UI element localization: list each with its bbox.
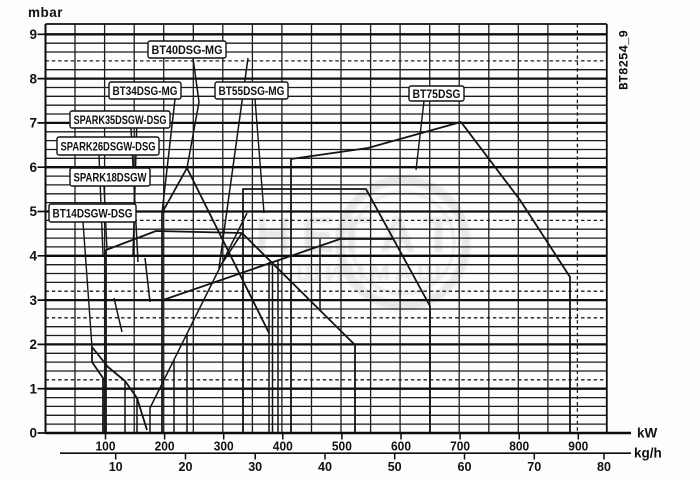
svg-text:2: 2 xyxy=(29,337,37,352)
svg-text:BT14DSGW-DSG: BT14DSGW-DSG xyxy=(53,206,133,220)
svg-text:200: 200 xyxy=(155,439,175,454)
svg-text:BT8254_9: BT8254_9 xyxy=(618,30,632,90)
svg-text:1: 1 xyxy=(29,381,37,396)
svg-text:8: 8 xyxy=(29,71,37,86)
svg-text:4: 4 xyxy=(29,249,37,264)
svg-text:BT75DSG: BT75DSG xyxy=(413,87,461,101)
svg-text:SPARK18DSGW: SPARK18DSGW xyxy=(74,170,148,184)
svg-text:3: 3 xyxy=(29,293,37,308)
svg-text:500: 500 xyxy=(332,439,352,454)
svg-text:900: 900 xyxy=(568,439,588,454)
svg-text:НЕГАТ: НЕГАТ xyxy=(255,207,464,263)
svg-text:mbar: mbar xyxy=(28,5,63,20)
svg-text:300: 300 xyxy=(214,439,234,454)
svg-text:BT34DSG-MG: BT34DSG-MG xyxy=(113,84,178,98)
svg-text:SPARK26DSGW-DSG: SPARK26DSGW-DSG xyxy=(61,139,156,153)
svg-text:10: 10 xyxy=(109,459,123,474)
svg-text:30: 30 xyxy=(248,459,262,474)
svg-text:400: 400 xyxy=(273,439,293,454)
svg-text:0: 0 xyxy=(29,426,37,441)
svg-text:SPARK35DSGW-DSG: SPARK35DSGW-DSG xyxy=(74,113,167,127)
svg-text:40: 40 xyxy=(318,459,332,474)
svg-text:50: 50 xyxy=(388,459,402,474)
svg-text:70: 70 xyxy=(527,459,541,474)
svg-text:800: 800 xyxy=(509,439,529,454)
svg-text:7: 7 xyxy=(29,116,37,131)
svg-text:BT55DSG-MG: BT55DSG-MG xyxy=(219,84,285,98)
svg-text:100: 100 xyxy=(96,439,116,454)
svg-text:80: 80 xyxy=(597,459,611,474)
svg-text:20: 20 xyxy=(179,459,193,474)
svg-text:kW: kW xyxy=(637,426,658,441)
svg-text:5: 5 xyxy=(29,204,37,219)
svg-text:60: 60 xyxy=(458,459,472,474)
svg-text:6: 6 xyxy=(29,160,37,175)
svg-text:600: 600 xyxy=(391,439,411,454)
svg-text:700: 700 xyxy=(450,439,470,454)
svg-text:BT40DSG-MG: BT40DSG-MG xyxy=(152,43,223,57)
svg-text:9: 9 xyxy=(29,27,37,42)
svg-text:kg/h: kg/h xyxy=(634,446,662,461)
